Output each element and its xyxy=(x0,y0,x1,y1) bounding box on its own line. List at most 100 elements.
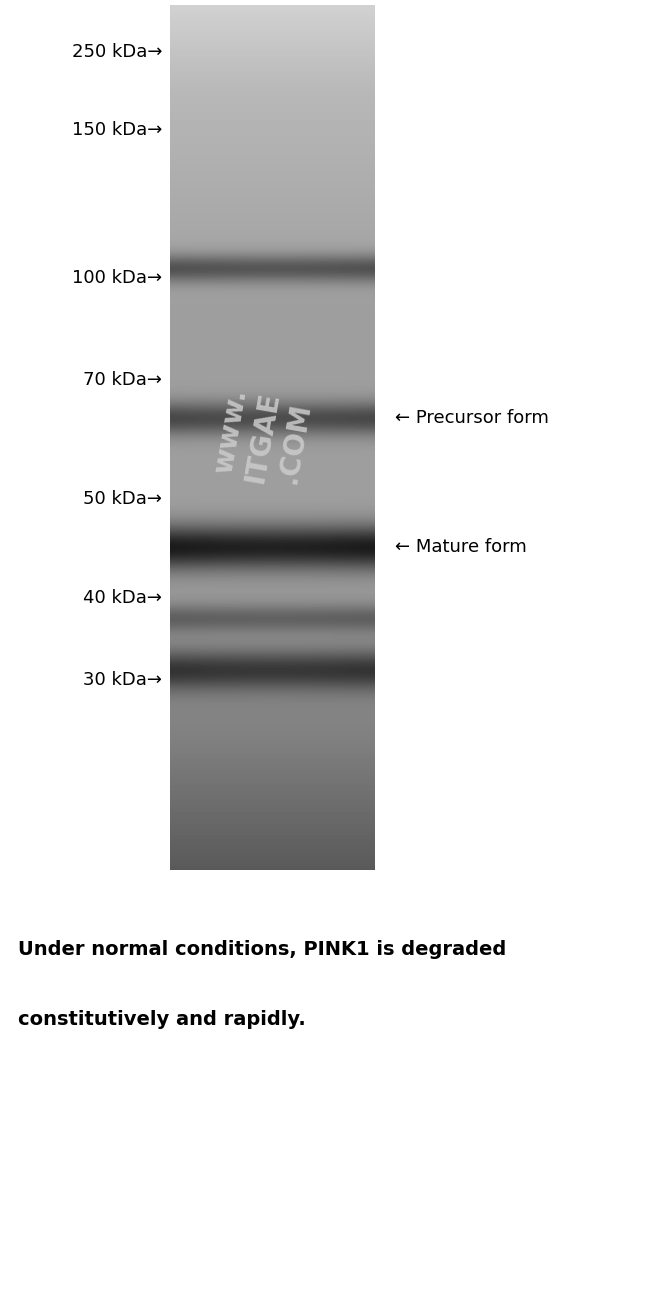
Bar xyxy=(170,377,375,378)
Bar xyxy=(170,602,375,603)
Bar xyxy=(170,162,375,164)
Bar xyxy=(170,745,375,748)
Bar xyxy=(170,79,375,81)
Bar xyxy=(170,44,375,47)
Bar xyxy=(170,634,375,637)
Bar xyxy=(170,822,375,823)
Bar xyxy=(170,740,375,742)
Bar xyxy=(170,711,375,712)
Bar xyxy=(170,204,375,205)
Text: 40 kDa→: 40 kDa→ xyxy=(83,589,162,607)
Bar xyxy=(170,607,375,608)
Bar xyxy=(170,714,375,716)
Bar xyxy=(170,332,375,334)
Bar xyxy=(170,718,375,719)
Bar xyxy=(170,867,375,868)
Bar xyxy=(170,668,375,670)
Bar xyxy=(170,300,375,303)
Bar xyxy=(170,10,375,12)
Bar xyxy=(170,706,375,707)
Bar xyxy=(170,298,375,299)
Bar xyxy=(170,208,375,209)
Bar xyxy=(170,580,375,581)
Bar xyxy=(170,143,375,146)
Bar xyxy=(170,556,375,559)
Bar xyxy=(170,18,375,21)
Bar xyxy=(170,256,375,257)
Bar xyxy=(170,147,375,148)
Bar xyxy=(170,434,375,436)
Bar xyxy=(170,32,375,34)
Bar xyxy=(170,559,375,560)
Bar xyxy=(170,361,375,363)
Bar xyxy=(170,601,375,602)
Bar xyxy=(170,697,375,698)
Bar xyxy=(170,592,375,593)
Bar xyxy=(170,130,375,131)
Bar xyxy=(170,368,375,370)
Bar xyxy=(170,140,375,142)
Bar xyxy=(170,428,375,429)
Bar xyxy=(170,471,375,472)
Bar xyxy=(170,278,375,280)
Bar xyxy=(170,659,375,660)
Bar xyxy=(170,277,375,278)
Bar xyxy=(170,413,375,415)
Bar xyxy=(170,538,375,539)
Bar xyxy=(170,685,375,686)
Bar xyxy=(170,373,375,376)
Bar xyxy=(170,644,375,645)
Bar xyxy=(170,213,375,215)
Bar xyxy=(170,280,375,282)
Bar xyxy=(170,815,375,816)
Bar xyxy=(170,690,375,692)
Bar xyxy=(170,252,375,254)
Bar xyxy=(170,655,375,658)
Bar xyxy=(170,512,375,514)
Bar xyxy=(170,100,375,101)
Bar xyxy=(170,650,375,653)
Bar xyxy=(170,776,375,779)
Bar xyxy=(170,455,375,456)
Bar xyxy=(170,242,375,243)
Bar xyxy=(170,491,375,493)
Bar xyxy=(170,203,375,204)
Bar xyxy=(170,794,375,796)
Bar xyxy=(170,133,375,135)
Bar xyxy=(170,127,375,130)
Bar xyxy=(170,69,375,70)
Bar xyxy=(170,621,375,623)
Bar xyxy=(170,394,375,396)
Bar xyxy=(170,716,375,718)
Bar xyxy=(170,805,375,806)
Bar xyxy=(170,356,375,358)
Bar xyxy=(170,733,375,734)
Bar xyxy=(170,734,375,737)
Bar xyxy=(170,642,375,644)
Bar xyxy=(170,707,375,708)
Bar xyxy=(170,632,375,633)
Bar xyxy=(170,68,375,69)
Bar xyxy=(170,239,375,240)
Bar xyxy=(170,588,375,590)
Bar xyxy=(170,248,375,251)
Bar xyxy=(170,216,375,218)
Bar xyxy=(170,95,375,96)
Bar xyxy=(170,125,375,126)
Bar xyxy=(170,381,375,382)
Bar xyxy=(170,182,375,183)
Bar xyxy=(170,436,375,438)
Bar xyxy=(170,36,375,38)
Bar xyxy=(170,363,375,365)
Bar xyxy=(170,784,375,785)
Bar xyxy=(170,536,375,538)
Bar xyxy=(170,671,375,673)
Bar xyxy=(170,460,375,462)
Bar xyxy=(170,750,375,753)
Bar xyxy=(170,464,375,465)
Bar xyxy=(170,451,375,454)
Bar xyxy=(170,339,375,341)
Bar xyxy=(170,399,375,402)
Bar xyxy=(170,112,375,114)
Bar xyxy=(170,676,375,679)
